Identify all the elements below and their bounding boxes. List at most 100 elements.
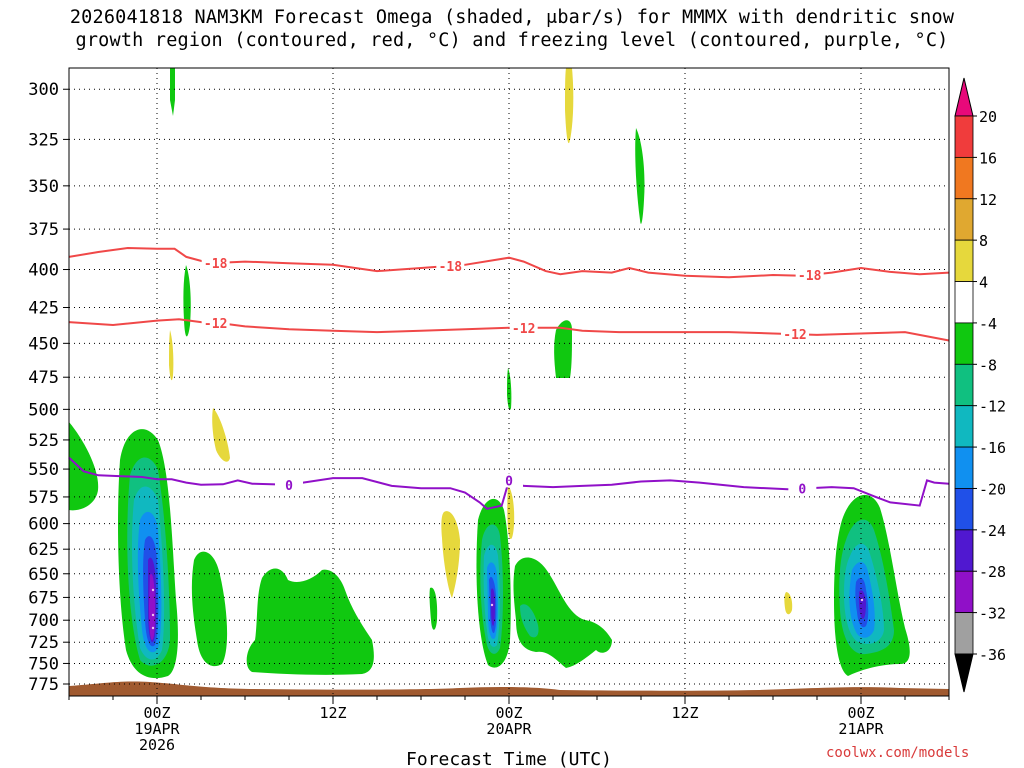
contour-label-bg bbox=[788, 481, 817, 496]
y-tick-label: 475 bbox=[28, 368, 59, 388]
contour-label: -12 bbox=[512, 322, 535, 337]
colorbar-label: -16 bbox=[979, 439, 1006, 457]
colorbar-label: -12 bbox=[979, 398, 1006, 416]
y-tick-label: 700 bbox=[28, 611, 59, 631]
omega-core-dot bbox=[151, 626, 155, 630]
colorbar-label: 16 bbox=[979, 149, 997, 167]
y-tick-label: 325 bbox=[28, 130, 59, 150]
omega-blob bbox=[69, 422, 99, 511]
colorbar: 20 16 12 8 4 -4 -8 -12 -16 -20 -24 -28 -32 -36 bbox=[954, 77, 1006, 693]
x-tick-label: 19APR bbox=[134, 720, 180, 738]
contour-line bbox=[68, 318, 950, 342]
omega-blob bbox=[635, 128, 645, 224]
contour-label-bg bbox=[781, 327, 809, 342]
contour-label: -12 bbox=[783, 328, 806, 343]
y-tick-label: 775 bbox=[28, 675, 59, 695]
colorbar-label: -4 bbox=[979, 315, 997, 333]
omega-blob bbox=[507, 485, 515, 540]
colorbar-bottom-triangle bbox=[954, 653, 974, 693]
contour-label-bg bbox=[201, 316, 230, 331]
colorbar-band bbox=[954, 239, 974, 282]
x-tick-label: 12Z bbox=[319, 704, 346, 722]
colorbar-label: 4 bbox=[979, 274, 988, 292]
y-tick-label: 550 bbox=[28, 460, 59, 480]
omega-blob bbox=[554, 320, 572, 378]
colorbar-label: -32 bbox=[979, 605, 1006, 623]
contour-label: -12 bbox=[204, 317, 227, 332]
omega-blob bbox=[169, 330, 174, 381]
colorbar-band bbox=[954, 156, 974, 200]
colorbar-band bbox=[954, 612, 974, 655]
contour-label-bg bbox=[795, 267, 824, 282]
y-tick-label: 350 bbox=[28, 177, 59, 197]
y-tick-label: 500 bbox=[28, 400, 59, 420]
contour-label: -18 bbox=[798, 269, 822, 284]
colorbar-label: -28 bbox=[979, 563, 1006, 581]
watermark: coolwx.com/models bbox=[826, 745, 970, 761]
colorbar-band bbox=[954, 405, 974, 448]
x-tick-label: 00Z bbox=[495, 704, 522, 722]
omega-core-dot bbox=[151, 613, 155, 617]
y-tick-label: 375 bbox=[28, 220, 59, 240]
colorbar-band bbox=[954, 570, 974, 614]
y-tick-label: 425 bbox=[28, 299, 59, 319]
colorbar-label: -8 bbox=[979, 356, 997, 374]
colorbar-top-triangle bbox=[954, 77, 974, 117]
omega-blob bbox=[784, 592, 793, 615]
y-tick-label: 600 bbox=[28, 515, 59, 535]
colorbar-band bbox=[954, 529, 974, 572]
y-tick-label: 450 bbox=[28, 334, 59, 354]
omega-core-dot bbox=[490, 603, 494, 607]
chart-title-line1: 2026041818 NAM3KM Forecast Omega (shaded… bbox=[69, 7, 955, 28]
omega-blob bbox=[513, 557, 612, 668]
y-tick-label: 525 bbox=[28, 431, 59, 451]
colorbar-label: -20 bbox=[979, 480, 1006, 498]
omega-blob bbox=[212, 408, 230, 462]
omega-blob bbox=[183, 265, 191, 337]
axes: 300 325 350 375 400 425 450 475 500 525 550 575 600 6… bbox=[28, 67, 950, 754]
colorbar-band bbox=[954, 446, 974, 489]
contour-label-bg bbox=[495, 473, 523, 488]
colorbar-band bbox=[954, 488, 974, 531]
contour-label-bg bbox=[275, 477, 303, 492]
omega-blob bbox=[246, 568, 374, 675]
contour-label: -18 bbox=[439, 260, 463, 275]
y-tick-label: 675 bbox=[28, 588, 59, 608]
colorbar-label: 8 bbox=[979, 232, 988, 250]
chart-title-line2: growth region (contoured, red, °C) and f… bbox=[75, 30, 949, 51]
contour-label-bg bbox=[436, 258, 465, 273]
y-tick-label: 300 bbox=[28, 80, 59, 100]
omega-blob bbox=[441, 511, 460, 598]
contour-label: 0 bbox=[505, 474, 513, 489]
contour-label-bg bbox=[201, 255, 230, 270]
omega-shading bbox=[69, 68, 949, 696]
contour-label-bg bbox=[509, 320, 538, 335]
omega-blob bbox=[429, 587, 438, 630]
colorbar-label: 12 bbox=[979, 191, 997, 209]
colorbar-label: 20 bbox=[979, 108, 997, 126]
contour-label: 0 bbox=[285, 479, 293, 494]
colorbar-band bbox=[954, 281, 974, 324]
x-tick-label: 21APR bbox=[838, 720, 884, 738]
y-tick-label: 725 bbox=[28, 633, 59, 653]
contour-label: -18 bbox=[204, 257, 228, 272]
y-tick-label: 575 bbox=[28, 488, 59, 508]
chart-title: 2026041818 NAM3KM Forecast Omega (shaded… bbox=[0, 6, 1024, 52]
y-tick-label: 650 bbox=[28, 565, 59, 585]
y-tick-label: 750 bbox=[28, 654, 59, 674]
x-tick-label: 2026 bbox=[139, 736, 175, 754]
omega-core-dot bbox=[151, 588, 155, 592]
colorbar-label: -24 bbox=[979, 522, 1006, 540]
contour-line bbox=[68, 456, 950, 510]
y-tick-label: 625 bbox=[28, 540, 59, 560]
x-tick-label: 12Z bbox=[671, 704, 698, 722]
x-tick-label: 00Z bbox=[847, 704, 874, 722]
colorbar-label: -36 bbox=[979, 646, 1006, 664]
y-tick-label: 400 bbox=[28, 261, 59, 281]
omega-blob bbox=[520, 604, 539, 638]
omega-blob bbox=[191, 551, 228, 667]
x-tick-label: 00Z bbox=[143, 704, 170, 722]
x-tick-label: 20APR bbox=[486, 720, 532, 738]
omega-core-dot bbox=[860, 598, 864, 602]
